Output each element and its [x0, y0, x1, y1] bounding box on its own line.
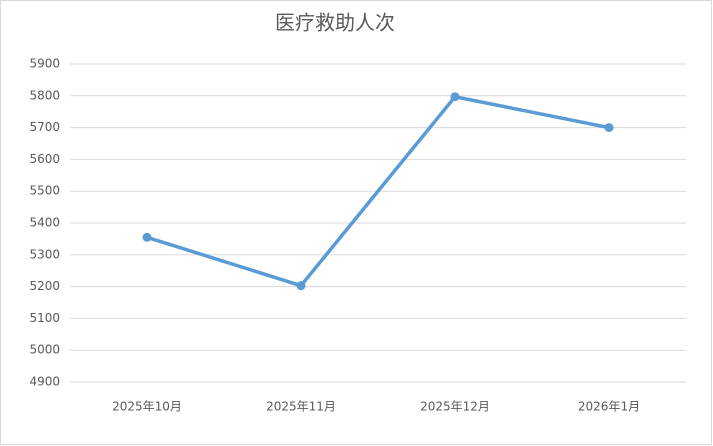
x-tick-label: 2025年10月: [112, 400, 182, 414]
series-line: [146, 95, 610, 288]
y-tick-label: 5400: [29, 216, 60, 230]
y-tick-label: 5500: [29, 184, 60, 198]
x-tick-label: 2025年12月: [420, 400, 490, 414]
y-tick-label: 5800: [29, 88, 60, 102]
y-tick-label: 5300: [29, 247, 60, 261]
chart-title: 医疗救助人次: [275, 11, 395, 35]
y-tick-label: 5100: [29, 311, 60, 325]
data-point: [142, 232, 152, 242]
x-tick-label: 2025年11月: [266, 400, 336, 414]
y-tick-label: 4900: [29, 375, 60, 389]
y-tick-label: 5900: [29, 57, 60, 71]
data-point: [604, 123, 614, 133]
x-tick-label: 2026年1月: [578, 400, 640, 414]
y-tick-label: 5200: [29, 279, 60, 293]
y-tick-label: 5600: [29, 152, 60, 166]
y-tick-label: 5000: [29, 343, 60, 357]
y-tick-label: 5700: [29, 120, 60, 134]
data-point: [296, 281, 306, 291]
data-point: [450, 92, 460, 102]
